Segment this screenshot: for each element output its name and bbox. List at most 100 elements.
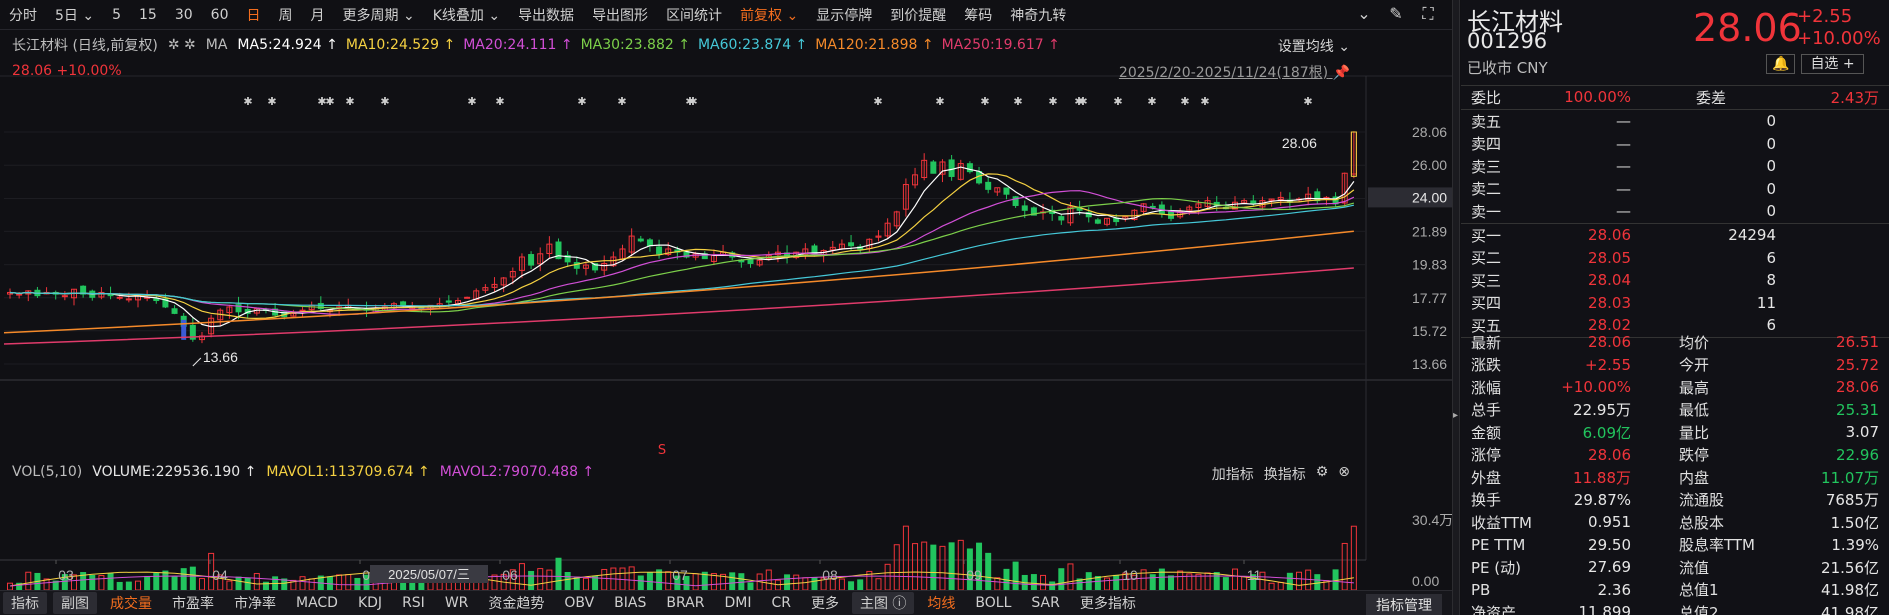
- period-tab-8[interactable]: 月: [310, 7, 325, 24]
- indicator-tab-18[interactable]: BOLL: [975, 595, 1012, 611]
- volume-bar: [354, 577, 361, 590]
- indicator-tab-1[interactable]: 副图: [53, 592, 97, 614]
- vol-header: VOL(5,10) VOLUME:229536.190 ↑ MAVOL1:113…: [12, 464, 594, 480]
- indicator-tab-16[interactable]: 主图 ⓘ: [851, 592, 915, 614]
- panel-divider[interactable]: [1452, 0, 1460, 615]
- buy-order-row[interactable]: 买三 28.04 8: [1461, 269, 1889, 292]
- period-tab-3[interactable]: 15: [139, 6, 157, 23]
- chart-header: 长江材料 (日线,前复权) ✲ ✲ MA MA5:24.924 ↑ MA10:24…: [12, 36, 1060, 54]
- indicator-tab-9[interactable]: 资金趋势: [488, 596, 545, 612]
- indicator-tab-7[interactable]: RSI: [402, 595, 425, 611]
- indicator-tab-17[interactable]: 均线: [927, 596, 956, 612]
- period-tab-16[interactable]: 到价提醒: [890, 7, 947, 24]
- kline-chart-area[interactable]: 28.0626.0023.9321.8919.8317.7715.7213.66…: [0, 30, 1452, 590]
- volume-bar: [784, 574, 791, 590]
- switch-indicator-button[interactable]: 换指标: [1263, 467, 1306, 483]
- indicator-tab-0[interactable]: 指标: [3, 592, 47, 614]
- close-icon[interactable]: ⊗: [1338, 464, 1350, 480]
- candle-body: [1341, 172, 1348, 204]
- fullscreen-icon[interactable]: ⛶: [1422, 4, 1434, 23]
- period-tab-7[interactable]: 周: [278, 7, 293, 24]
- stat-row: 外盘 11.88万 内盘 11.07万: [1461, 466, 1889, 489]
- collapse-arrow-icon[interactable]: ▸: [1453, 410, 1459, 421]
- period-tab-1[interactable]: 5日 ⌄: [55, 7, 95, 24]
- buy-order-row[interactable]: 买一 28.06 24294: [1461, 224, 1889, 247]
- add-indicator-button[interactable]: 加指标: [1211, 467, 1254, 483]
- buy-order-row[interactable]: 买四 28.03 11: [1461, 292, 1889, 315]
- chevron-circle-icon[interactable]: ⌄: [1357, 4, 1371, 23]
- indicator-tab-15[interactable]: 更多: [810, 596, 839, 612]
- period-tab-13[interactable]: 区间统计: [666, 7, 723, 24]
- indicator-tab-19[interactable]: SAR: [1031, 595, 1060, 611]
- period-tab-18[interactable]: 神奇九转: [1010, 7, 1067, 24]
- volume-bar: [573, 576, 580, 590]
- period-tab-12[interactable]: 导出图形: [592, 7, 649, 24]
- volume-bar: [1076, 578, 1083, 590]
- vol-mavol2: MAVOL2:79070.488 ↑: [439, 464, 595, 480]
- indicator-tab-13[interactable]: DMI: [724, 595, 752, 611]
- indicator-manage-button[interactable]: 指标管理: [1366, 594, 1442, 615]
- candle-body: [1149, 205, 1156, 208]
- stat-label: 股息率TTM: [1679, 536, 1756, 555]
- period-tab-5[interactable]: 60: [210, 6, 229, 23]
- sell-order-row[interactable]: 卖一 — 0: [1461, 200, 1889, 223]
- add-watchlist-button[interactable]: 自选 +: [1801, 54, 1864, 74]
- indicator-tab-4[interactable]: 市净率: [234, 596, 276, 612]
- pen-icon[interactable]: ✎: [1389, 4, 1403, 23]
- volume-bar: [582, 577, 589, 590]
- period-tab-14[interactable]: 前复权 ⌄: [740, 7, 799, 24]
- buy-level-label: 买五: [1471, 316, 1502, 335]
- price-change: +2.55 +10.00%: [1797, 6, 1881, 50]
- kline-chart-svg[interactable]: 28.0626.0023.9321.8919.8317.7715.7213.66…: [0, 30, 1452, 590]
- buy-level-volume: 8: [1766, 271, 1776, 290]
- buy-order-row[interactable]: 买五 28.02 6: [1461, 314, 1889, 337]
- period-tab-11[interactable]: 导出数据: [518, 7, 575, 24]
- sell-order-row[interactable]: 卖三 — 0: [1461, 155, 1889, 178]
- indicator-tab-6[interactable]: KDJ: [357, 595, 383, 611]
- stat-label: PB: [1471, 580, 1491, 599]
- buy-level-volume: 6: [1766, 316, 1776, 335]
- indicator-tab-12[interactable]: BRAR: [666, 595, 705, 611]
- indicator-tab-5[interactable]: MACD: [296, 595, 338, 611]
- candle-body: [445, 300, 452, 303]
- indicator-tab-20[interactable]: 更多指标: [1079, 596, 1136, 612]
- indicator-tab-14[interactable]: CR: [771, 595, 791, 611]
- period-tab-17[interactable]: 筹码: [964, 7, 993, 24]
- ma-value-5: MA120:21.898 ↑: [815, 37, 934, 53]
- date-range-link[interactable]: 2025/2/20-2025/11/24(187根) 📌: [1119, 62, 1350, 82]
- period-tab-15[interactable]: 显示停牌: [816, 7, 873, 24]
- period-tab-4[interactable]: 30: [174, 6, 193, 23]
- sell-order-row[interactable]: 卖二 — 0: [1461, 178, 1889, 201]
- month-label: 04: [212, 567, 228, 583]
- volume-bar: [336, 574, 343, 590]
- gear-icon[interactable]: ⚙: [1315, 464, 1329, 480]
- period-tab-10[interactable]: K线叠加 ⌄: [432, 7, 501, 24]
- event-marker: ✱: [380, 95, 389, 108]
- crosshair-date: 2025/05/07/三: [388, 567, 470, 582]
- volume-bar: [1341, 542, 1348, 590]
- sell-order-row[interactable]: 卖四 — 0: [1461, 133, 1889, 156]
- stat-value: +2.55: [1585, 355, 1631, 374]
- indicator-tab-8[interactable]: WR: [444, 595, 469, 611]
- indicator-tab-11[interactable]: BIAS: [614, 595, 647, 611]
- candle-body: [1021, 205, 1028, 211]
- settings-icon[interactable]: ✲ ✲: [167, 37, 196, 53]
- webi-row: 委比 100.00% 委差 2.43万: [1461, 86, 1889, 109]
- indicator-tab-2[interactable]: 成交量: [110, 596, 152, 612]
- period-tab-2[interactable]: 5: [112, 6, 122, 23]
- volume-bar: [701, 571, 708, 590]
- period-tab-6[interactable]: 日: [246, 7, 261, 24]
- candle-body: [1186, 206, 1193, 211]
- ma250-line: [3, 267, 1354, 345]
- buy-order-row[interactable]: 买二 28.05 6: [1461, 247, 1889, 270]
- volume-bar: [1140, 569, 1147, 590]
- ma-settings-dropdown[interactable]: 设置均线 ⌄: [1277, 39, 1350, 55]
- indicator-tab-3[interactable]: 市盈率: [172, 596, 214, 612]
- indicator-tab-10[interactable]: OBV: [564, 595, 595, 611]
- period-tab-0[interactable]: 分时: [9, 7, 37, 24]
- bell-icon[interactable]: 🔔: [1766, 54, 1796, 74]
- sell-order-row[interactable]: 卖五 — 0: [1461, 110, 1889, 133]
- period-tab-9[interactable]: 更多周期 ⌄: [342, 7, 415, 24]
- pin-icon[interactable]: 📌: [1332, 65, 1350, 81]
- vol-axis-zero: 0.00: [1412, 573, 1439, 589]
